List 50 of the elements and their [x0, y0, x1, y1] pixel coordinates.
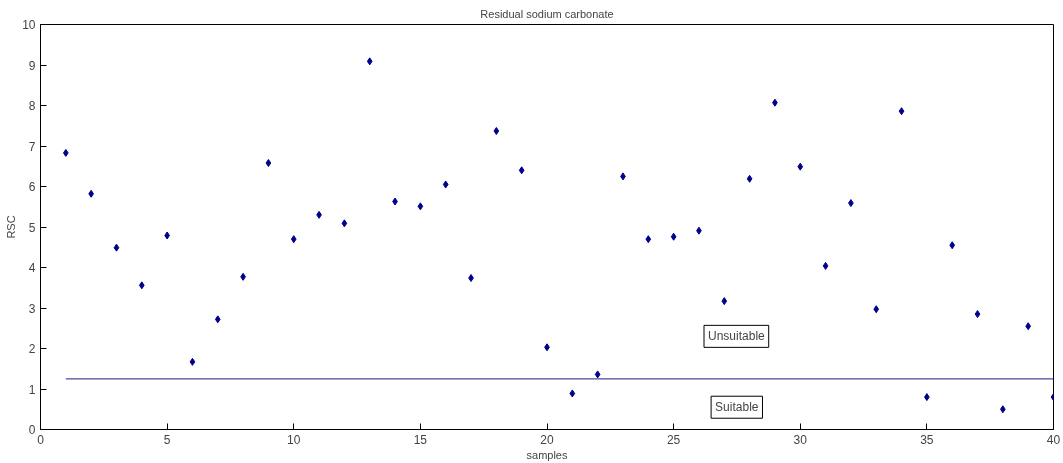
point [721, 297, 728, 306]
x-tick-label: 30 [793, 432, 808, 447]
point [341, 219, 348, 228]
point [290, 235, 297, 244]
point [493, 127, 500, 136]
x-tick-label: 5 [163, 432, 171, 447]
y-tick-label: 3 [28, 301, 36, 316]
point [518, 166, 525, 175]
point [265, 159, 272, 168]
chart-title: Residual sodium carbonate [480, 7, 614, 20]
point [442, 180, 449, 189]
x-axis-title: samples [526, 448, 568, 461]
y-tick-label: 6 [28, 180, 36, 194]
x-tick-label: 10 [287, 432, 301, 447]
point [670, 232, 677, 241]
y-tick-label: 0 [28, 423, 36, 437]
y-tick-label: 4 [28, 261, 36, 275]
point [189, 357, 196, 366]
point [974, 310, 981, 319]
point [949, 241, 956, 250]
point [594, 370, 601, 379]
point [417, 202, 424, 211]
x-tick-label: 40 [1046, 432, 1061, 447]
y-tick-label: 9 [28, 58, 36, 73]
y-tick-label: 10 [22, 18, 36, 32]
point [113, 243, 120, 252]
point [214, 315, 221, 324]
point [898, 107, 905, 116]
point [1025, 322, 1032, 331]
point [138, 281, 145, 290]
x-tick-label: 20 [540, 432, 554, 447]
point [873, 305, 880, 314]
point [746, 174, 753, 183]
point [62, 148, 69, 157]
y-tick-label: 7 [28, 139, 36, 154]
y-tick-label: 1 [28, 382, 36, 397]
x-tick-label: 15 [413, 432, 428, 447]
x-tick-label: 25 [666, 432, 681, 447]
point [366, 57, 373, 66]
point [569, 389, 576, 398]
y-tick-label: 8 [28, 99, 36, 113]
y-axis-title: RSC [5, 215, 18, 239]
annotation: Unsuitable [708, 329, 766, 344]
point [797, 162, 804, 171]
y-tick-label: 2 [28, 342, 36, 356]
point [822, 261, 829, 270]
y-tick-label: 5 [28, 220, 36, 235]
point [645, 235, 652, 244]
x-tick-label: 35 [920, 432, 934, 447]
annotation: Suitable [715, 400, 759, 415]
